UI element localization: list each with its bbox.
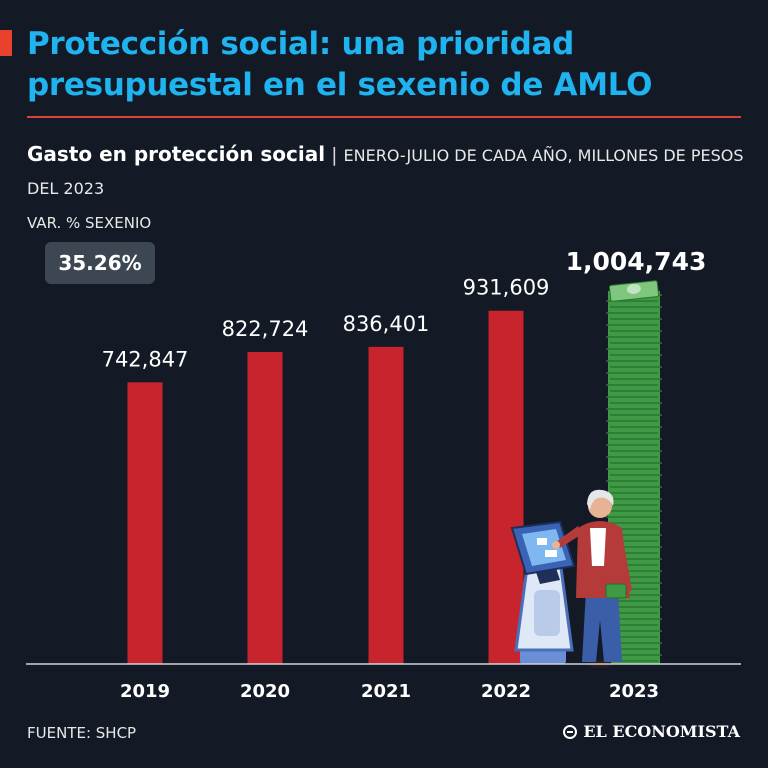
x-tick-2019: 2019 xyxy=(120,681,170,702)
value-label-2019: 742,847 xyxy=(102,347,189,371)
bar-2019 xyxy=(127,382,163,664)
elderly-woman-illustration xyxy=(552,489,632,668)
title-divider xyxy=(27,116,741,118)
accent-bar xyxy=(0,30,12,56)
bar-2022 xyxy=(488,310,524,664)
brand-mark-icon xyxy=(563,724,578,739)
brand-name: EL ECONOMISTA xyxy=(583,722,740,741)
value-labels-layer: 742,847 822,724 836,401 931,609 1,004,743 xyxy=(102,247,707,371)
value-label-2020: 822,724 xyxy=(222,317,309,341)
variation-label: VAR. % SEXENIO xyxy=(27,214,152,232)
x-tick-2020: 2020 xyxy=(240,681,290,702)
source-note: FUENTE: SHCP xyxy=(27,724,137,742)
value-label-2023: 1,004,743 xyxy=(566,247,707,276)
subtitle-separator: | xyxy=(331,144,338,166)
x-tick-2022: 2022 xyxy=(481,681,531,702)
value-label-2022: 931,609 xyxy=(463,276,550,300)
atm-kiosk-illustration xyxy=(510,520,576,664)
x-tick-2023: 2023 xyxy=(609,681,659,702)
subtitle-strong: Gasto en protección social xyxy=(27,142,326,166)
tick-labels-layer: 2019 2020 2021 2022 2023 xyxy=(120,681,659,702)
bar-2021 xyxy=(368,346,404,664)
x-tick-2021: 2021 xyxy=(361,681,411,702)
bar-2020 xyxy=(247,352,283,664)
brand-logo: EL ECONOMISTA xyxy=(563,722,740,741)
subtitle-rest: ENERO-JULIO DE CADA AÑO, MILLONES DE PES… xyxy=(27,146,744,198)
value-label-2021: 836,401 xyxy=(343,312,430,336)
variation-badge: 35.26% xyxy=(45,242,155,284)
bars-layer xyxy=(127,280,662,664)
chart-subtitle: Gasto en protección social | ENERO-JULIO D… xyxy=(27,138,747,205)
page-title: Protección social: una prioridad presupu… xyxy=(27,26,653,103)
